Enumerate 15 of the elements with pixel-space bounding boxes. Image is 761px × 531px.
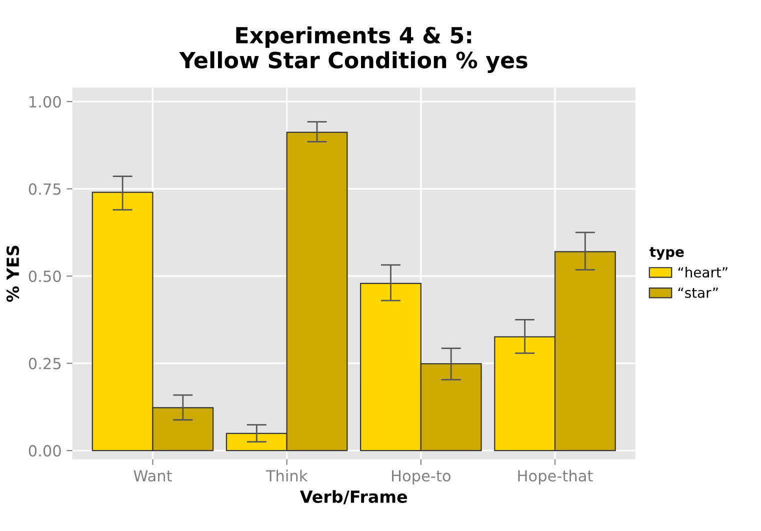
y-tick-label: 0.25 <box>28 358 61 370</box>
legend-label: “heart” <box>678 266 728 278</box>
x-axis-title: Verb/Frame <box>300 490 408 504</box>
legend-label: “star” <box>678 288 718 298</box>
y-axis-title: % YES <box>6 246 20 302</box>
legend-title: type <box>650 247 684 260</box>
x-tick-label: Think <box>266 470 308 482</box>
x-tick-label: Hope-to <box>392 470 450 485</box>
chart-title: Experiments 4 & 5: Yellow Star Condition % yes <box>179 26 528 73</box>
y-tick-label: 1.00 <box>30 96 61 108</box>
x-tick-label: Hope-that <box>518 470 593 485</box>
y-tick-label: 0.50 <box>28 270 61 282</box>
y-tick-label: 0.00 <box>28 445 61 457</box>
x-tick-label: Want <box>134 470 172 482</box>
y-tick-label: 0.75 <box>28 183 61 195</box>
